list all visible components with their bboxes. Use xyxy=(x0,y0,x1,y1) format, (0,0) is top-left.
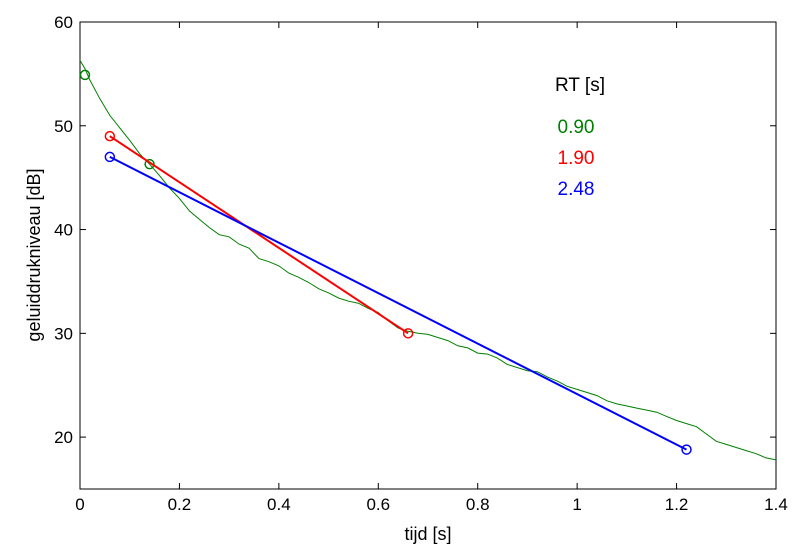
series-marker xyxy=(104,130,116,142)
series-marker xyxy=(402,328,414,339)
series-marker xyxy=(144,158,155,170)
x-tick-label: 0.8 xyxy=(466,495,490,514)
rt-value: 1.90 xyxy=(558,148,595,169)
series-marker xyxy=(79,69,91,81)
x-axis-label: tijd [s] xyxy=(404,524,451,544)
series-marker xyxy=(681,444,692,455)
rt-annotation: RT [s] 0.90 1.90 2.48 xyxy=(555,75,605,200)
x-tick-label: 1 xyxy=(572,495,581,514)
y-tick-label: 40 xyxy=(54,221,73,240)
series-line xyxy=(79,60,777,461)
series-marker xyxy=(104,151,116,163)
series-layer xyxy=(79,60,777,461)
plot-area xyxy=(79,21,777,490)
x-tick-label: 0.4 xyxy=(267,495,291,514)
rt-value: 2.48 xyxy=(558,179,595,200)
x-tick-label: 0 xyxy=(75,495,84,514)
x-tick-label: 1.2 xyxy=(665,495,689,514)
x-tick-label: 0.2 xyxy=(168,495,192,514)
y-tick-label: 20 xyxy=(54,428,73,447)
rt-header: RT [s] xyxy=(555,75,605,96)
rt-value: 0.90 xyxy=(558,117,595,138)
y-tick-label: 60 xyxy=(54,13,73,32)
x-tick-label: 1.4 xyxy=(764,495,788,514)
series-line xyxy=(109,156,687,451)
y-axis-label: geluiddrukniveau [dB] xyxy=(24,168,44,341)
y-tick-label: 30 xyxy=(54,324,73,343)
y-tick-label: 50 xyxy=(54,117,73,136)
axis-ticks: 0 0.2 0.4 0.6 0.8 1 1.2 1.4 20 30 40 50 60 xyxy=(54,13,788,514)
x-tick-label: 0.6 xyxy=(366,495,390,514)
series-line xyxy=(109,135,409,335)
